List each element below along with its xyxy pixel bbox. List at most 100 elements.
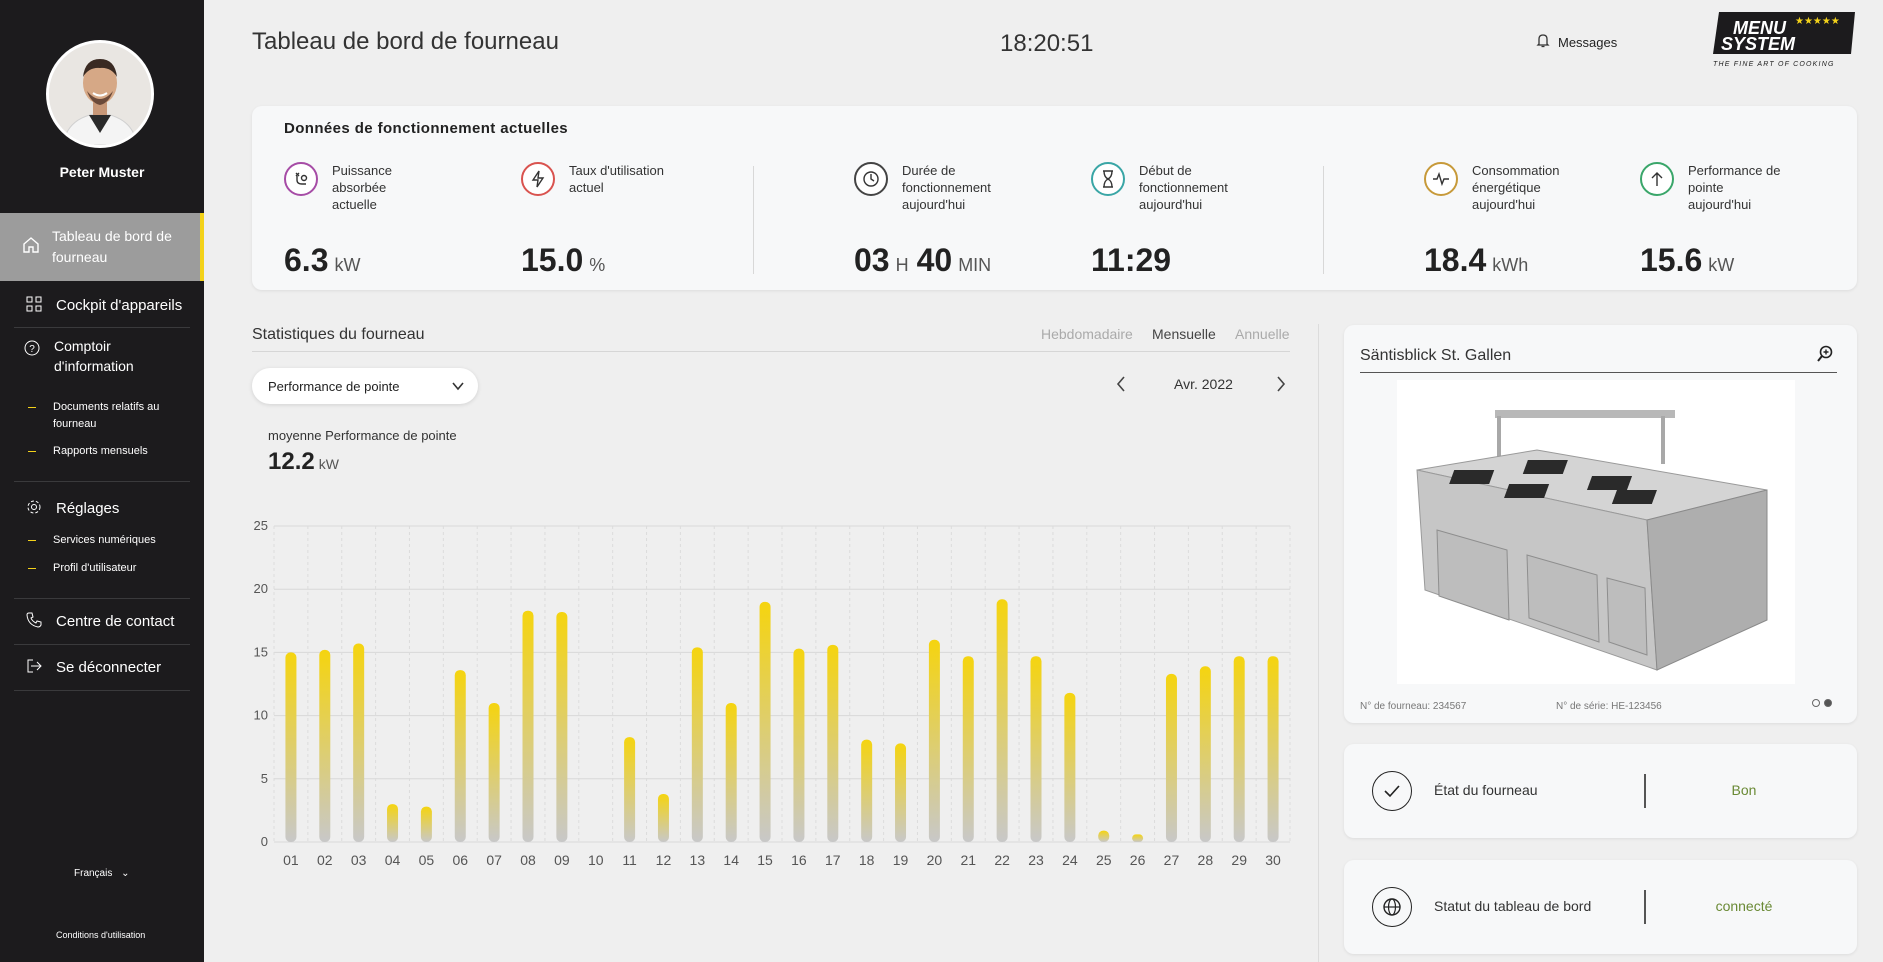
chevron-down-icon: ⌄ — [121, 868, 130, 879]
chart-bar[interactable] — [420, 806, 432, 842]
chart-bar[interactable] — [624, 737, 636, 842]
chart-bar[interactable] — [962, 656, 974, 842]
divider — [1360, 372, 1837, 373]
messages-button[interactable]: Messages — [1536, 33, 1617, 51]
sidebar-subitem-monthly-reports[interactable]: Rapports mensuels — [28, 443, 148, 460]
logo-text-menu: MENU — [1733, 18, 1787, 38]
gear-icon — [26, 499, 42, 518]
x-tick-label: 19 — [893, 852, 909, 868]
logo-tagline: THE FINE ART OF COOKING — [1713, 61, 1835, 68]
x-tick-label: 25 — [1096, 852, 1112, 868]
tab-weekly[interactable]: Hebdomadaire — [1041, 326, 1133, 342]
oven-state-label: État du fourneau — [1434, 782, 1538, 798]
x-tick-label: 30 — [1265, 852, 1281, 868]
x-tick-label: 22 — [994, 852, 1010, 868]
x-tick-label: 06 — [452, 852, 468, 868]
sidebar-item-logout[interactable]: Se déconnecter — [14, 645, 190, 691]
chart-bar[interactable] — [793, 648, 805, 842]
chart-bar[interactable] — [1132, 834, 1144, 842]
chart-bar[interactable] — [454, 670, 466, 842]
chart-bar[interactable] — [861, 739, 873, 842]
x-tick-label: 07 — [486, 852, 502, 868]
home-icon — [22, 236, 40, 259]
sidebar-item-contact-center[interactable]: Centre de contact — [14, 599, 190, 645]
chart-bar[interactable] — [1199, 666, 1211, 842]
x-tick-label: 20 — [927, 852, 943, 868]
sidebar-item-label: Centre de contact — [56, 613, 175, 630]
chart-bar[interactable] — [488, 702, 500, 842]
average-value: 12.2 kW — [268, 448, 339, 475]
sidebar-subitem-user-profile[interactable]: Profil d'utilisateur — [28, 560, 136, 577]
carousel-dot[interactable] — [1812, 699, 1820, 707]
divider — [1644, 890, 1646, 924]
chart-bar[interactable] — [996, 599, 1008, 842]
x-tick-label: 15 — [757, 852, 773, 868]
x-tick-label: 09 — [554, 852, 570, 868]
chart-bar[interactable] — [1064, 692, 1076, 842]
chart-bar[interactable] — [725, 702, 737, 842]
sidebar-item-device-cockpit[interactable]: Cockpit d'appareils — [14, 284, 190, 328]
chevron-right-icon — [1274, 376, 1288, 398]
chart-bar[interactable] — [1165, 673, 1177, 842]
chart-bar[interactable] — [522, 610, 534, 842]
avatar[interactable] — [46, 40, 154, 148]
sidebar: Peter Muster Tableau de bord de fourneau… — [0, 0, 204, 962]
menu-system-logo: MENU SYSTEM ★★★★★ THE FINE ART OF COOKIN… — [1711, 10, 1857, 70]
language-selector[interactable]: Français ⌄ — [74, 868, 130, 879]
sidebar-item-info-counter[interactable]: ? Comptoir d'information — [14, 336, 190, 380]
sidebar-item-label: Tableau de bord de fourneau — [52, 228, 172, 265]
operating-data-card: Données de fonctionnement actuelles Puis… — [252, 106, 1857, 290]
previous-month-button[interactable] — [1114, 374, 1128, 399]
chart-bar[interactable] — [657, 793, 669, 842]
average-label: moyenne Performance de pointe — [268, 428, 457, 443]
y-tick-label: 0 — [261, 834, 268, 849]
tab-monthly[interactable]: Mensuelle — [1152, 326, 1216, 342]
x-tick-label: 21 — [960, 852, 976, 868]
logo-text-system: SYSTEM — [1721, 34, 1796, 54]
chart-bar[interactable] — [319, 649, 331, 842]
zoom-in-icon[interactable] — [1816, 345, 1834, 368]
chart-bar[interactable] — [759, 601, 771, 842]
chart-bar[interactable] — [691, 647, 703, 842]
clock-icon — [854, 162, 888, 196]
sidebar-item-label: Se déconnecter — [56, 659, 162, 676]
sidebar-item-settings[interactable]: Réglages — [14, 494, 190, 522]
divider — [14, 481, 190, 482]
x-tick-label: 04 — [385, 852, 401, 868]
chart-bar[interactable] — [928, 639, 940, 842]
x-tick-label: 02 — [317, 852, 333, 868]
x-tick-label: 14 — [723, 852, 739, 868]
chart-bar[interactable] — [827, 644, 839, 842]
oven-state-card: État du fourneau Bon — [1344, 744, 1857, 838]
chart-bar[interactable] — [1098, 830, 1110, 842]
chart-bar[interactable] — [285, 652, 297, 842]
x-tick-label: 11 — [622, 852, 637, 868]
divider — [1318, 324, 1319, 962]
carousel-dot-active[interactable] — [1824, 699, 1832, 707]
sidebar-subitem-documents[interactable]: Documents relatifs au fourneau — [28, 399, 173, 433]
chart-bar[interactable] — [1030, 656, 1042, 842]
terms-link[interactable]: Conditions d'utilisation — [56, 930, 146, 940]
chart-bar[interactable] — [556, 611, 568, 842]
chart-bar[interactable] — [353, 643, 365, 842]
chart-bar[interactable] — [387, 804, 399, 842]
sidebar-item-dashboard[interactable]: Tableau de bord de fourneau — [0, 213, 204, 281]
chart-bar[interactable] — [1267, 656, 1279, 842]
check-icon — [1372, 771, 1412, 811]
operating-data-title: Données de fonctionnement actuelles — [284, 120, 569, 137]
divider — [1644, 774, 1646, 808]
question-icon: ? — [24, 340, 40, 359]
divider — [1323, 166, 1324, 274]
sidebar-subitem-digital-services[interactable]: Services numériques — [28, 532, 156, 549]
carousel-dots[interactable] — [1812, 699, 1832, 707]
logo-stars: ★★★★★ — [1795, 16, 1840, 27]
next-month-button[interactable] — [1274, 374, 1288, 399]
metric-dropdown[interactable]: Performance de pointe — [252, 368, 478, 404]
sidebar-item-label: Comptoir d'information — [54, 338, 134, 374]
chevron-left-icon — [1114, 376, 1128, 398]
chart-bar[interactable] — [1233, 656, 1245, 842]
sidebar-item-label: Cockpit d'appareils — [56, 297, 183, 314]
chart-bar[interactable] — [895, 743, 907, 842]
sidebar-item-label: Réglages — [56, 499, 120, 517]
tab-yearly[interactable]: Annuelle — [1235, 326, 1290, 342]
